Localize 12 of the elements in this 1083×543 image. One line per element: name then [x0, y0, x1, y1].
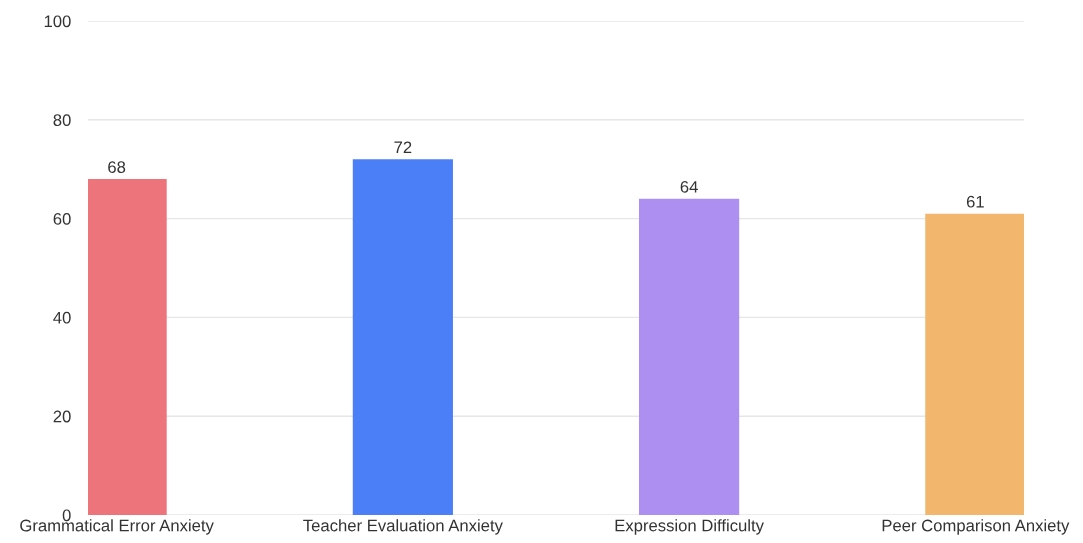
data-label: 68 — [108, 161, 126, 174]
x-tick-label: Teacher Evaluation Anxiety — [303, 519, 503, 535]
data-label: 61 — [966, 195, 984, 208]
x-tick-label: Peer Comparison Anxiety — [882, 519, 1070, 535]
y-tick-label: 60 — [53, 213, 71, 225]
y-tick-label: 80 — [53, 114, 71, 126]
x-tick-label: Expression Difficulty — [615, 519, 764, 535]
data-label: 72 — [394, 141, 412, 154]
y-tick-label: 40 — [53, 311, 71, 324]
y-tick-label: 20 — [53, 410, 71, 423]
data-label: 64 — [680, 180, 698, 193]
y-tick-label: 100 — [44, 15, 71, 28]
